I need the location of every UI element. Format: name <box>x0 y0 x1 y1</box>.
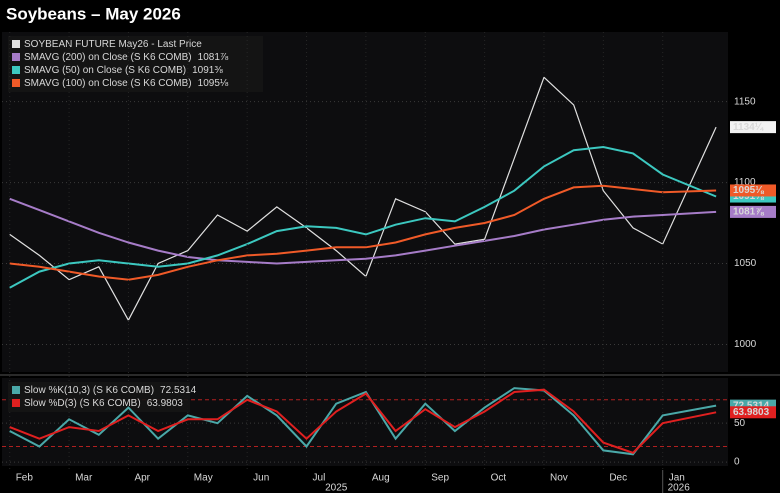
last-value-label: 72.5314 <box>733 400 770 411</box>
series-line <box>9 388 717 454</box>
y-tick-label: 1050 <box>734 258 757 269</box>
legend-name: SMAVG (200) on Close (S K6 COMB) <box>24 52 192 63</box>
chart-title: Soybeans – May 2026 <box>6 4 181 23</box>
x-tick-label: Dec <box>609 473 627 484</box>
series-line <box>9 197 717 265</box>
last-value-tag <box>730 205 776 218</box>
legend-label: SOYBEAN FUTURE May26 - Last Price <box>24 39 202 50</box>
last-value-tag <box>730 406 776 419</box>
legend-value: 72.5314 <box>160 385 197 396</box>
legend-value: 1081⅞ <box>198 52 229 63</box>
y-tick-label: 1100 <box>734 177 756 188</box>
last-value-label: 1081⅞ <box>733 207 764 218</box>
legend-swatch <box>12 79 20 87</box>
legend-label: SMAVG (50) on Close (S K6 COMB) 1091⅜ <box>24 65 223 76</box>
x-tick-label: Apr <box>134 473 150 484</box>
legend-box <box>8 382 190 412</box>
legend-name: SMAVG (100) on Close (S K6 COMB) <box>24 78 192 89</box>
last-value-label: 63.9803 <box>733 407 770 418</box>
x-tick-label: May <box>194 473 213 484</box>
legend-label: SMAVG (200) on Close (S K6 COMB) 1081⅞ <box>24 52 229 63</box>
last-value-tag <box>730 121 776 134</box>
last-value-tag <box>730 184 776 197</box>
legend-value: 1095⅛ <box>198 78 229 89</box>
legend-swatch <box>12 66 20 74</box>
year-label: 2025 <box>325 483 348 493</box>
y-tick-label: 1150 <box>734 96 756 107</box>
x-tick-label: Mar <box>75 473 93 484</box>
y-tick-label: 0 <box>734 457 740 468</box>
x-tick-label: Nov <box>550 473 568 484</box>
legend-swatch <box>12 399 20 407</box>
y-tick-label: 1000 <box>734 339 757 350</box>
last-value-label: 1134¼ <box>733 122 764 133</box>
series-line <box>9 387 717 456</box>
x-tick-label: Oct <box>491 473 507 484</box>
legend-name: SMAVG (50) on Close (S K6 COMB) <box>24 65 186 76</box>
last-value-label: 1095⅛ <box>733 185 764 196</box>
legend-name: SOYBEAN FUTURE May26 - Last Price <box>24 39 202 50</box>
series-line <box>9 184 717 281</box>
legend-swatch <box>12 40 20 48</box>
last-value-label: 1091⅜ <box>733 191 764 202</box>
legend-label: Slow %K(10,3) (S K6 COMB) 72.5314 <box>24 385 197 396</box>
legend-swatch <box>12 386 20 394</box>
x-tick-label: Aug <box>372 473 390 484</box>
x-tick-label: Jan <box>669 473 685 484</box>
legend-label: Slow %D(3) (S K6 COMB) 63.9803 <box>24 398 183 409</box>
legend-name: Slow %D(3) (S K6 COMB) <box>24 398 141 409</box>
legend-value: 1091⅜ <box>192 65 223 76</box>
year-label: 2026 <box>668 483 691 493</box>
series-line <box>9 76 717 322</box>
legend-swatch <box>12 53 20 61</box>
legend-box <box>8 36 263 92</box>
x-tick-label: Sep <box>431 473 449 484</box>
y-tick-label: 50 <box>734 418 746 429</box>
legend-name: Slow %K(10,3) (S K6 COMB) <box>24 385 154 396</box>
x-tick-label: Jun <box>253 473 269 484</box>
x-tick-label: Jul <box>313 473 326 484</box>
x-tick-label: Feb <box>16 473 34 484</box>
series-line <box>9 145 717 289</box>
legend-value: 63.9803 <box>147 398 184 409</box>
legend-label: SMAVG (100) on Close (S K6 COMB) 1095⅛ <box>24 78 229 89</box>
